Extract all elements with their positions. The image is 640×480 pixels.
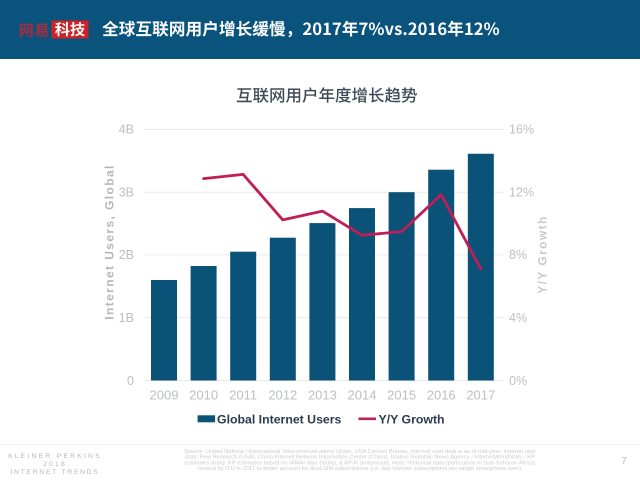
svg-text:data: Pew Research (USA), Chin: data: Pew Research (USA), China Internet… bbox=[185, 455, 535, 461]
svg-text:estimates (Iran). KP estimates: estimates (Iran). KP estimates based on … bbox=[184, 460, 535, 466]
svg-text:8%: 8% bbox=[509, 248, 527, 262]
svg-text:4B: 4B bbox=[119, 123, 134, 137]
svg-text:INTERNET TRENDS: INTERNET TRENDS bbox=[10, 469, 99, 476]
svg-text:4%: 4% bbox=[509, 311, 527, 325]
svg-text:KLEINER PERKINS: KLEINER PERKINS bbox=[8, 453, 102, 460]
svg-text:0%: 0% bbox=[509, 374, 527, 388]
svg-text:2012: 2012 bbox=[268, 388, 297, 403]
svg-text:2015: 2015 bbox=[387, 388, 416, 403]
svg-text:2010: 2010 bbox=[189, 388, 218, 403]
svg-text:12%: 12% bbox=[509, 186, 534, 200]
svg-text:Internet Users, Global: Internet Users, Global bbox=[103, 164, 117, 320]
svg-text:0: 0 bbox=[127, 374, 134, 388]
svg-text:1B: 1B bbox=[119, 311, 134, 325]
svg-text:Y/Y Growth: Y/Y Growth bbox=[536, 215, 550, 293]
svg-text:Global Internet Users: Global Internet Users bbox=[217, 413, 342, 427]
svg-text:2017: 2017 bbox=[466, 388, 495, 403]
svg-text:2013: 2013 bbox=[308, 388, 337, 403]
svg-text:2B: 2B bbox=[119, 248, 134, 262]
svg-text:Source: United Nations / Inter: Source: United Nations / International T… bbox=[184, 449, 536, 455]
svg-text:2016: 2016 bbox=[427, 388, 456, 403]
svg-text:Y/Y Growth: Y/Y Growth bbox=[379, 413, 445, 427]
svg-text:2014: 2014 bbox=[348, 388, 377, 403]
svg-text:16%: 16% bbox=[509, 123, 534, 137]
svg-text:revised by ITU in 2017 to bett: revised by ITU in 2017 to better account… bbox=[197, 466, 523, 472]
svg-text:7: 7 bbox=[621, 455, 627, 467]
svg-text:2018: 2018 bbox=[43, 461, 67, 468]
svg-text:3B: 3B bbox=[119, 186, 134, 200]
svg-text:2011: 2011 bbox=[229, 388, 257, 403]
svg-text:2009: 2009 bbox=[150, 388, 179, 403]
